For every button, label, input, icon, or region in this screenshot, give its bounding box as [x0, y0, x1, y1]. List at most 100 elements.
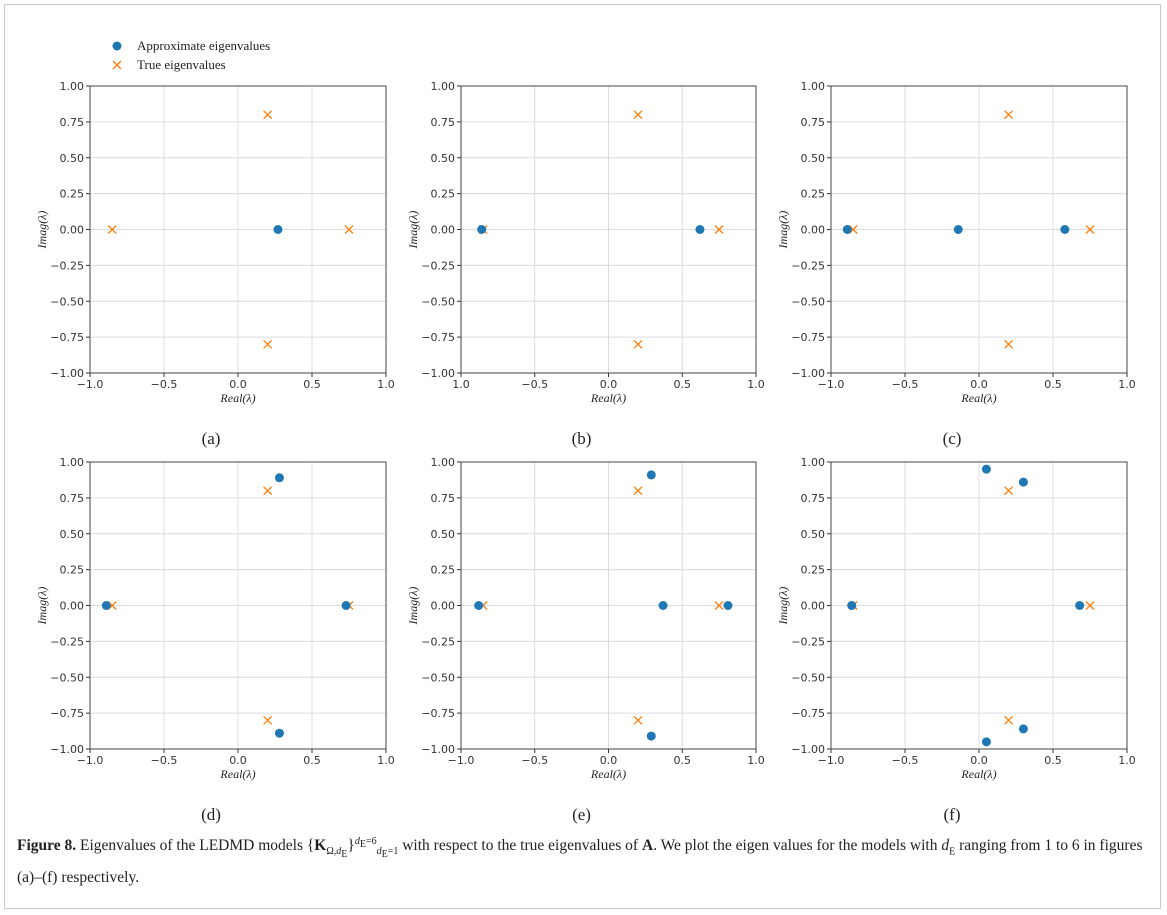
legend-true-marker [112, 60, 122, 70]
x-tick-label: 0.5 [303, 754, 321, 767]
y-tick-label: 0.75 [431, 116, 456, 129]
x-tick-label: 0.5 [1044, 754, 1062, 767]
y-tick-label: 0.00 [801, 224, 826, 237]
legend-approx-label: Approximate eigenvalues [137, 38, 270, 53]
y-tick-label: −0.75 [421, 707, 455, 720]
approx-eigenvalue-point [723, 601, 733, 610]
caption-sup-val: =6 [365, 836, 377, 847]
y-tick-label: 0.25 [60, 188, 85, 201]
true-eigenvalue-stroke [633, 715, 643, 725]
plot-area-frame [89, 461, 387, 750]
x-tick-label: −0.5 [892, 754, 919, 767]
true-eigenvalue-stroke [107, 225, 117, 234]
caption-k: K [314, 837, 327, 855]
approx-eigenvalue-point [646, 470, 656, 480]
y-tick-label: −0.75 [791, 707, 825, 720]
caption-sub-d: d [336, 846, 342, 858]
approx-eigenvalue-point [101, 601, 111, 610]
x-tick-label: 1.0 [747, 754, 765, 767]
caption-sub2-e: E [381, 849, 388, 861]
true-eigenvalue-point [633, 715, 643, 725]
approx-eigenvalue-point [341, 601, 351, 610]
true-eigenvalue-stroke [1004, 110, 1014, 120]
true-eigenvalue-point [633, 110, 643, 120]
x-axis-label: Real(λ) [960, 767, 996, 781]
true-eigenvalue-point [633, 486, 643, 496]
x-tick-label: −0.5 [892, 378, 919, 391]
y-axis-label: Imag(λ) [35, 211, 49, 250]
approx-eigenvalue-point [658, 601, 668, 610]
x-tick-label: 1.0 [1118, 754, 1136, 767]
true-eigenvalue-stroke [1085, 601, 1095, 610]
x-tick-label: −0.5 [151, 754, 178, 767]
x-tick-label: −1.0 [77, 378, 104, 391]
approx-eigenvalue-point [695, 225, 705, 234]
true-eigenvalue-stroke [263, 339, 273, 349]
true-eigenvalue-stroke [1085, 225, 1095, 234]
true-eigenvalue-stroke [263, 715, 273, 725]
y-tick-label: 0.75 [60, 492, 85, 505]
plot-area-frame [460, 461, 757, 750]
x-tick-label: −0.5 [151, 378, 178, 391]
x-axis-label: Real(λ) [960, 391, 996, 405]
y-tick-label: −1.00 [791, 367, 825, 380]
x-tick-label: −1.0 [77, 754, 104, 767]
caption-text-4: ranging from 1 to 6 in figures (a)–(f) r… [17, 837, 1143, 887]
caption-label: Figure 8. [17, 837, 77, 855]
y-tick-label: −0.25 [50, 635, 84, 648]
y-tick-label: 0.50 [801, 528, 826, 541]
caption-sub: Ω, [326, 846, 337, 858]
approx-eigenvalue-point [1060, 225, 1070, 234]
y-tick-label: −0.50 [421, 671, 455, 684]
true-eigenvalue-point [714, 601, 724, 610]
y-tick-label: −1.00 [421, 367, 455, 380]
y-tick-label: 1.00 [60, 456, 85, 469]
x-tick-label: −0.5 [521, 754, 548, 767]
approx-eigenvalue-point [981, 464, 991, 474]
y-tick-label: −0.25 [791, 259, 825, 272]
true-eigenvalue-point [344, 225, 354, 234]
panel-label: (a) [202, 429, 221, 448]
chart-panel-4: −1.0 −0.5 0.0 0.5 1.0 1.00 0.75 0.50 0.25 0.00 −0.… [35, 456, 395, 824]
approx-eigenvalue-point [1075, 601, 1085, 610]
y-tick-label: 0.25 [431, 564, 456, 577]
y-tick-label: 0.50 [431, 152, 456, 165]
y-tick-label: 0.25 [60, 564, 85, 577]
y-tick-label: 0.75 [431, 492, 456, 505]
x-tick-label: −1.0 [818, 378, 845, 391]
y-tick-label: −1.00 [50, 367, 84, 380]
y-tick-label: −1.00 [421, 743, 455, 756]
y-tick-label: 0.00 [431, 224, 456, 237]
y-tick-label: 0.50 [801, 152, 826, 165]
y-tick-label: 0.75 [801, 116, 826, 129]
true-eigenvalue-point [1085, 225, 1095, 234]
x-axis-label: Real(λ) [590, 767, 626, 781]
y-axis-label: Imag(λ) [406, 587, 420, 626]
x-tick-label: 0.5 [1044, 378, 1062, 391]
caption-sub2-val: =1 [387, 846, 399, 858]
y-tick-label: 1.00 [801, 80, 826, 93]
approx-eigenvalue-point [477, 225, 487, 234]
true-eigenvalue-stroke [344, 225, 354, 234]
y-tick-label: 0.50 [60, 528, 85, 541]
true-eigenvalue-stroke [633, 110, 643, 120]
x-tick-label: 0.0 [600, 378, 618, 391]
y-tick-label: −0.75 [50, 331, 84, 344]
y-tick-label: −1.00 [50, 743, 84, 756]
true-eigenvalue-point [633, 339, 643, 349]
approx-eigenvalue-point [274, 473, 284, 483]
approx-eigenvalue-point [1018, 724, 1028, 734]
y-tick-label: −0.75 [421, 331, 455, 344]
panel-label: (f) [944, 805, 961, 824]
chart-panel-5: −1.0 −0.5 0.0 0.5 1.0 1.00 0.75 0.50 0.25 0.00 −0.… [406, 456, 765, 824]
legend-true-label: True eigenvalues [137, 57, 226, 72]
y-tick-label: −0.50 [421, 295, 455, 308]
x-tick-label: 0.0 [970, 378, 988, 391]
caption-text: Eigenvalues of the LEDMD models { [76, 837, 315, 855]
panel-label: (e) [572, 805, 591, 824]
y-axis-label: Imag(λ) [406, 211, 420, 250]
y-tick-label: 0.00 [801, 600, 826, 613]
true-eigenvalue-point [1085, 601, 1095, 610]
approx-eigenvalue-point [842, 225, 852, 234]
